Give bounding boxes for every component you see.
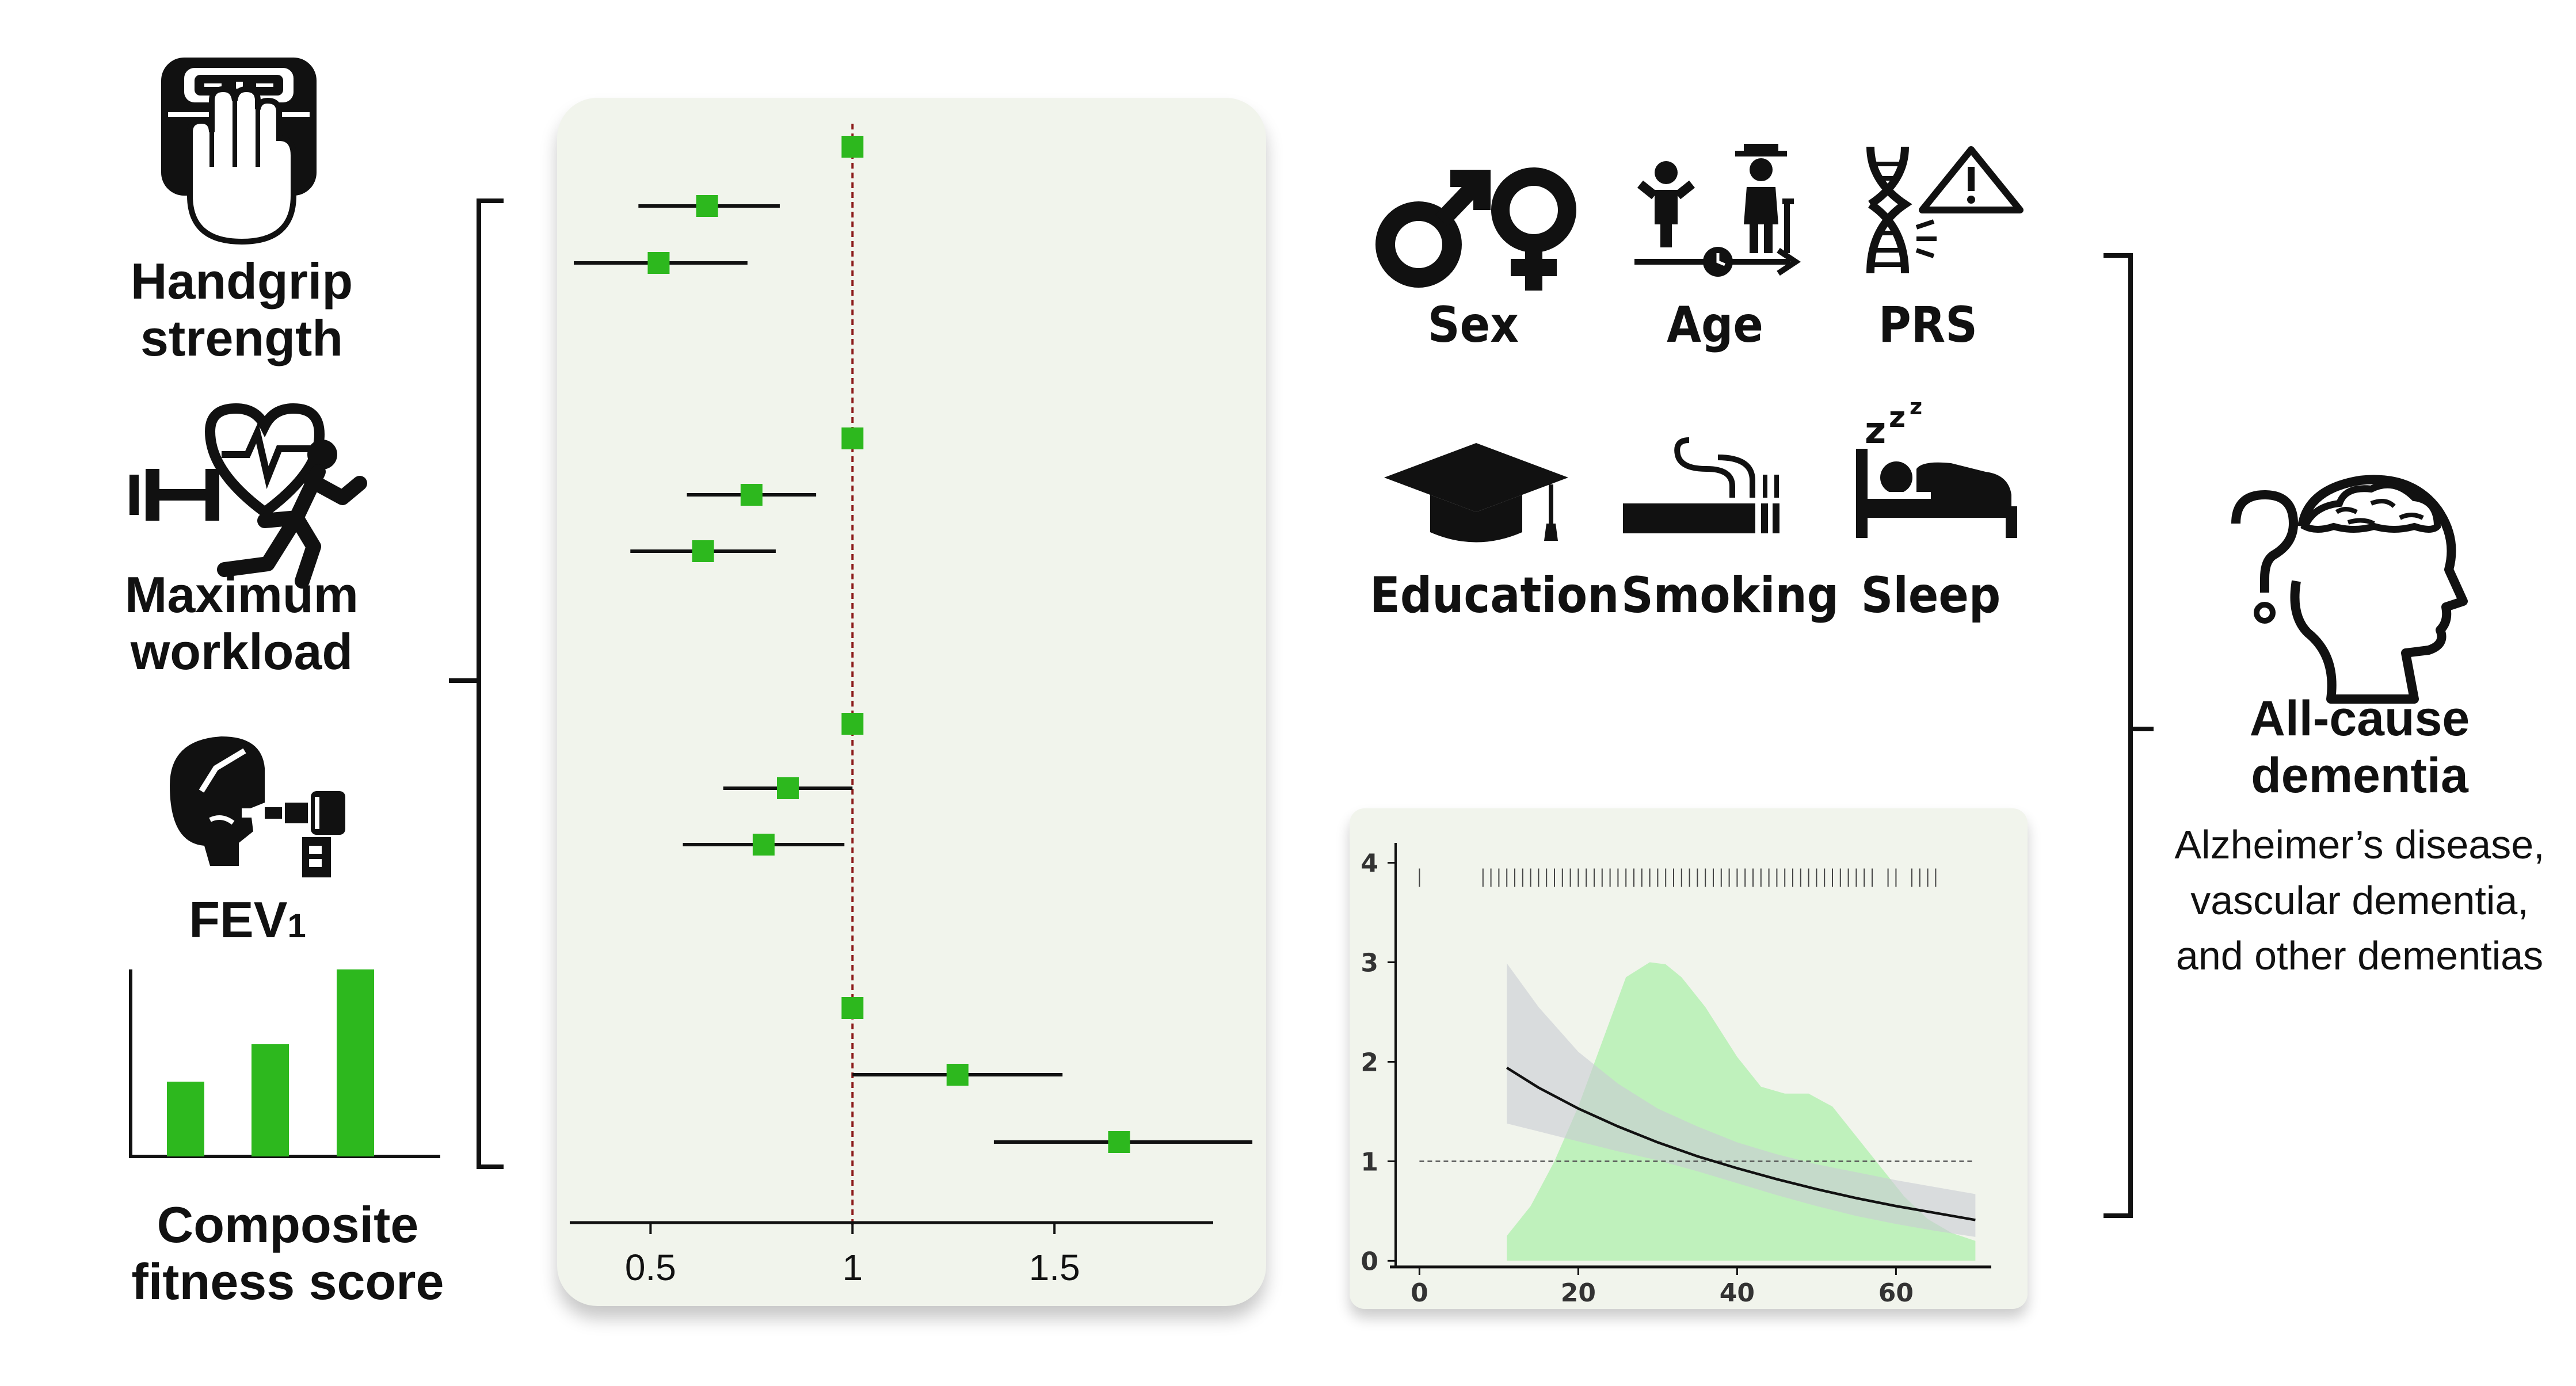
estimate-marker [841, 427, 864, 449]
composite-bar [167, 1082, 204, 1156]
left-bracket [449, 198, 504, 1169]
estimate-marker [1108, 1131, 1130, 1153]
handgrip-label: Handgrip strength [130, 253, 353, 366]
fev-label-text: FEV [189, 891, 288, 948]
sex-label: Sex [1427, 296, 1519, 354]
sex-icon [1375, 167, 1576, 291]
composite-score-bar-icon [129, 969, 440, 1158]
y-tick-label: 3 [1361, 949, 1378, 978]
dna-warning-icon [1866, 146, 2024, 274]
cigarette-icon [1623, 437, 1779, 533]
graduation-cap-icon [1384, 443, 1568, 543]
fev-label: FEV1 [138, 891, 357, 949]
svg-text:z: z [1889, 400, 1906, 434]
workload-label: Maximum workload [125, 566, 359, 680]
estimate-marker [946, 1064, 969, 1086]
svg-text:z: z [1910, 394, 1922, 419]
x-tick-label: 40 [1720, 1278, 1755, 1308]
estimate-marker [692, 540, 714, 562]
outcome-title: All-cause dementia [2249, 691, 2470, 803]
estimate-marker [841, 713, 864, 735]
estimate-marker [776, 777, 799, 799]
svg-text:z: z [1865, 410, 1886, 452]
age-label: Age [1667, 296, 1763, 354]
sleep-icon: z z z [1856, 394, 2017, 538]
x-tick-label: 60 [1878, 1278, 1914, 1308]
smoking-label: Smoking [1621, 567, 1839, 624]
prs-label: PRS [1878, 296, 1978, 354]
composite-bar [337, 969, 374, 1156]
right-bracket [2104, 253, 2154, 1218]
estimate-marker [740, 484, 763, 506]
forest-plot: 0.5 1 1.5 [570, 124, 1253, 1288]
hazard-curve [1506, 1066, 1976, 1221]
composite-label: Composite fitness score [131, 1196, 444, 1310]
confidence-band [1507, 963, 1976, 1237]
estimate-marker [841, 136, 864, 158]
y-tick-label: 1 [1361, 1147, 1378, 1177]
sleep-label: Sleep [1861, 567, 2001, 624]
x-tick-label: 0 [1411, 1278, 1428, 1308]
education-label: Education [1370, 567, 1619, 624]
spirometer-icon [170, 736, 345, 877]
exercise-heart-runner-icon [129, 403, 367, 589]
fev-subscript: 1 [287, 907, 306, 945]
age-icon [1634, 144, 1801, 277]
x-tick-label: 1.5 [1029, 1247, 1080, 1288]
handgrip-dynamometer-icon [161, 58, 317, 245]
head-question-icon [2231, 475, 2468, 704]
outcome-subtypes: Alzheimer’s disease, vascular dementia, … [2174, 822, 2545, 979]
estimate-marker [696, 195, 718, 217]
y-tick-label: 0 [1361, 1247, 1378, 1276]
x-tick-label: 0.5 [625, 1247, 676, 1288]
y-tick-label: 4 [1361, 849, 1378, 879]
estimate-marker [647, 252, 670, 274]
forest-plot-panel [557, 98, 1266, 1306]
x-tick-label: 1 [842, 1247, 863, 1288]
estimate-marker [841, 997, 864, 1019]
y-tick-label: 2 [1361, 1048, 1378, 1077]
x-tick-label: 20 [1561, 1278, 1596, 1308]
estimate-marker [752, 834, 775, 856]
composite-bar [251, 1044, 289, 1156]
